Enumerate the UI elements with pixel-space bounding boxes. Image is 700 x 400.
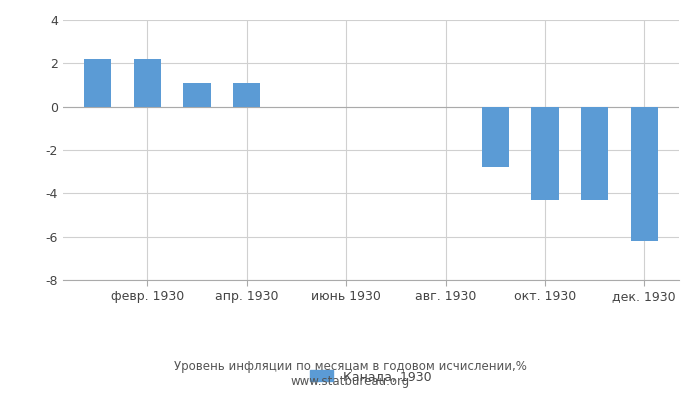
Bar bbox=[631, 107, 658, 241]
Text: Уровень инфляции по месяцам в годовом исчислении,%: Уровень инфляции по месяцам в годовом ис… bbox=[174, 360, 526, 373]
Bar bbox=[134, 59, 161, 107]
Bar bbox=[233, 83, 260, 107]
Bar bbox=[84, 59, 111, 107]
Bar bbox=[482, 107, 509, 167]
Bar bbox=[183, 83, 211, 107]
Bar bbox=[581, 107, 608, 200]
Legend: Канада, 1930: Канада, 1930 bbox=[310, 370, 432, 383]
Bar bbox=[531, 107, 559, 200]
Text: www.statbureau.org: www.statbureau.org bbox=[290, 375, 410, 388]
